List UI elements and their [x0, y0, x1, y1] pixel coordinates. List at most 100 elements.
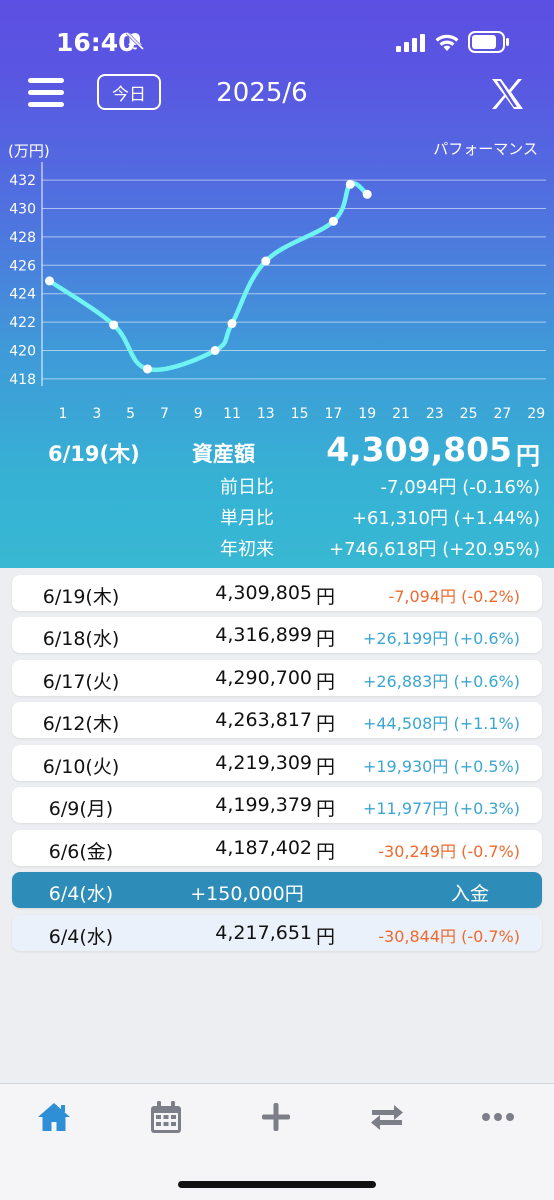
x-tick-label: 19: [358, 406, 376, 422]
row-change: -30,249円 (-0.7%): [378, 842, 520, 861]
performance-label[interactable]: パフォーマンス: [433, 140, 538, 158]
y-tick-label: 420: [9, 344, 36, 360]
x-tick-label: 9: [194, 406, 203, 422]
history-row[interactable]: 6/12(木) 4,263,817 円 +44,508円 (+1.1%): [12, 702, 542, 738]
row-date: 6/18(水): [42, 628, 120, 650]
row-date: 6/12(木): [42, 713, 120, 735]
data-point[interactable]: [210, 346, 220, 355]
history-row[interactable]: 6/4(水) 4,217,651 円 -30,844円 (-0.7%): [12, 915, 542, 951]
row-amount: 4,187,402: [215, 837, 312, 859]
row-amount: 4,219,309: [215, 752, 312, 774]
row-change: +11,977円 (+0.3%): [362, 799, 520, 818]
row-change: +44,508円 (+1.1%): [362, 714, 520, 733]
history-row[interactable]: 6/19(木) 4,309,805 円 -7,094円 (-0.2%): [12, 575, 542, 611]
tab-bar: [0, 1083, 554, 1200]
row-amount: 4,263,817: [215, 709, 312, 731]
summary-row-prev-day: 前日比 -7,094円 (-0.16%): [0, 473, 554, 503]
bell-muted-icon: [125, 31, 145, 51]
x-tick-label: 1: [59, 406, 68, 422]
data-point[interactable]: [345, 179, 355, 189]
asset-value: 4,309,805: [326, 430, 512, 469]
row-date: 6/4(水): [48, 926, 114, 948]
month-title: 2025/6: [216, 78, 308, 108]
row-yen: 円: [316, 586, 336, 608]
row-yen: 円: [316, 798, 336, 820]
data-point[interactable]: [261, 256, 271, 266]
summary-row-label: 単月比: [220, 508, 274, 529]
row-change: +26,199円 (+0.6%): [362, 629, 520, 648]
y-tick-label: 430: [9, 202, 36, 218]
battery-icon: [468, 31, 509, 53]
deposit-amount: +150,000円: [190, 883, 304, 905]
data-point[interactable]: [328, 216, 338, 226]
summary-row-label: 年初来: [220, 539, 274, 560]
menu-icon[interactable]: [28, 78, 64, 108]
row-date: 6/6(金): [48, 841, 114, 863]
y-tick-label: 428: [9, 230, 36, 246]
calendar-icon[interactable]: [148, 1100, 184, 1134]
data-point[interactable]: [44, 276, 54, 286]
row-yen: 円: [316, 713, 336, 735]
x-tick-label: 13: [257, 406, 275, 422]
row-date: 6/10(火): [42, 756, 120, 778]
history-row[interactable]: 6/18(水) 4,316,899 円 +26,199円 (+0.6%): [12, 617, 542, 653]
row-date: 6/17(火): [42, 671, 120, 693]
row-yen: 円: [316, 756, 336, 778]
y-axis-unit-label: (万円): [8, 142, 50, 160]
x-logo-icon[interactable]: [490, 78, 524, 110]
y-tick-label: 422: [9, 315, 36, 331]
history-row[interactable]: 6/10(火) 4,219,309 円 +19,930円 (+0.5%): [12, 745, 542, 781]
x-tick-label: 25: [460, 406, 478, 422]
row-change: +26,883円 (+0.6%): [362, 672, 520, 691]
row-date: 6/19(木): [42, 586, 120, 608]
y-tick-label: 432: [9, 173, 36, 189]
summary-row-ytd: 年初来 +746,618円 (+20.95%): [0, 535, 554, 565]
data-point[interactable]: [109, 320, 119, 330]
today-button[interactable]: 今日: [97, 74, 161, 110]
transfer-icon[interactable]: [369, 1100, 405, 1134]
summary-date: 6/19(木): [48, 442, 140, 466]
y-tick-label: 424: [9, 287, 36, 303]
x-tick-label: 7: [160, 406, 169, 422]
x-tick-label: 21: [392, 406, 410, 422]
y-tick-label: 426: [9, 258, 36, 274]
data-point[interactable]: [227, 319, 237, 329]
more-icon[interactable]: [480, 1100, 516, 1134]
data-point[interactable]: [143, 364, 152, 374]
summary-row-label: 前日比: [220, 477, 274, 498]
row-amount: 4,309,805: [215, 582, 312, 604]
deposit-tag: 入金: [450, 883, 489, 905]
row-amount: 4,217,651: [215, 922, 312, 944]
home-indicator: [178, 1181, 376, 1188]
history-row[interactable]: 6/6(金) 4,187,402 円 -30,249円 (-0.7%): [12, 830, 542, 866]
summary-row-month: 単月比 +61,310円 (+1.44%): [0, 504, 554, 534]
row-change: -30,844円 (-0.7%): [378, 927, 520, 946]
row-date: 6/4(水): [48, 883, 114, 905]
row-amount: 4,290,700: [215, 667, 312, 689]
wifi-icon: [435, 34, 459, 51]
plus-icon[interactable]: [258, 1100, 294, 1134]
asset-series-line: [47, 181, 370, 373]
status-time: 16:40: [56, 28, 136, 57]
history-row[interactable]: 6/9(月) 4,199,379 円 +11,977円 (+0.3%): [12, 787, 542, 823]
summary-row-value: +746,618円 (+20.95%): [329, 539, 540, 560]
data-point[interactable]: [362, 189, 372, 199]
deposit-row[interactable]: 6/4(水) +150,000円 入金: [12, 872, 542, 908]
history-row[interactable]: 6/17(火) 4,290,700 円 +26,883円 (+0.6%): [12, 660, 542, 696]
header-panel: 16:40 今日 2025/6: [0, 0, 554, 568]
x-tick-label: 5: [126, 406, 135, 422]
row-yen: 円: [316, 671, 336, 693]
x-tick-label: 3: [92, 406, 101, 422]
row-date: 6/9(月): [48, 798, 114, 820]
signal-icon: [396, 34, 425, 52]
x-tick-label: 15: [291, 406, 309, 422]
row-yen: 円: [316, 841, 336, 863]
x-tick-label: 11: [223, 406, 241, 422]
summary-panel: 6/19(木) 資産額 4,309,805 円 前日比 -7,094円 (-0.…: [0, 430, 554, 568]
home-icon[interactable]: [36, 1100, 72, 1134]
asset-label: 資産額: [192, 442, 255, 466]
row-yen: 円: [316, 628, 336, 650]
status-bar: 16:40: [0, 0, 554, 80]
